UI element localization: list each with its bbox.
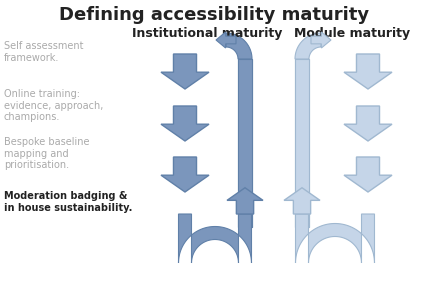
Text: Bespoke baseline
mapping and
prioritisation.: Bespoke baseline mapping and prioritisat…: [4, 137, 90, 170]
Text: Module maturity: Module maturity: [294, 27, 410, 40]
Polygon shape: [216, 32, 236, 48]
Polygon shape: [344, 106, 392, 141]
Polygon shape: [161, 54, 209, 89]
Text: Defining accessibility maturity: Defining accessibility maturity: [59, 6, 369, 24]
Bar: [238, 59, 252, 227]
Polygon shape: [284, 188, 320, 214]
Text: Moderation badging &
in house sustainability.: Moderation badging & in house sustainabi…: [4, 191, 133, 213]
Bar: [295, 59, 309, 227]
Polygon shape: [227, 188, 263, 214]
Polygon shape: [311, 32, 331, 48]
Polygon shape: [161, 106, 209, 141]
Polygon shape: [295, 33, 321, 59]
Bar: [238, 59, 252, 227]
Polygon shape: [344, 157, 392, 192]
Text: Self assessment
framework.: Self assessment framework.: [4, 41, 84, 63]
Polygon shape: [178, 214, 251, 263]
Text: Online training:
evidence, approach,
champions.: Online training: evidence, approach, cha…: [4, 89, 103, 122]
Polygon shape: [226, 33, 252, 59]
Bar: [295, 59, 309, 227]
Text: Institutional maturity: Institutional maturity: [132, 27, 282, 40]
Polygon shape: [296, 214, 375, 263]
Polygon shape: [161, 157, 209, 192]
Polygon shape: [344, 54, 392, 89]
